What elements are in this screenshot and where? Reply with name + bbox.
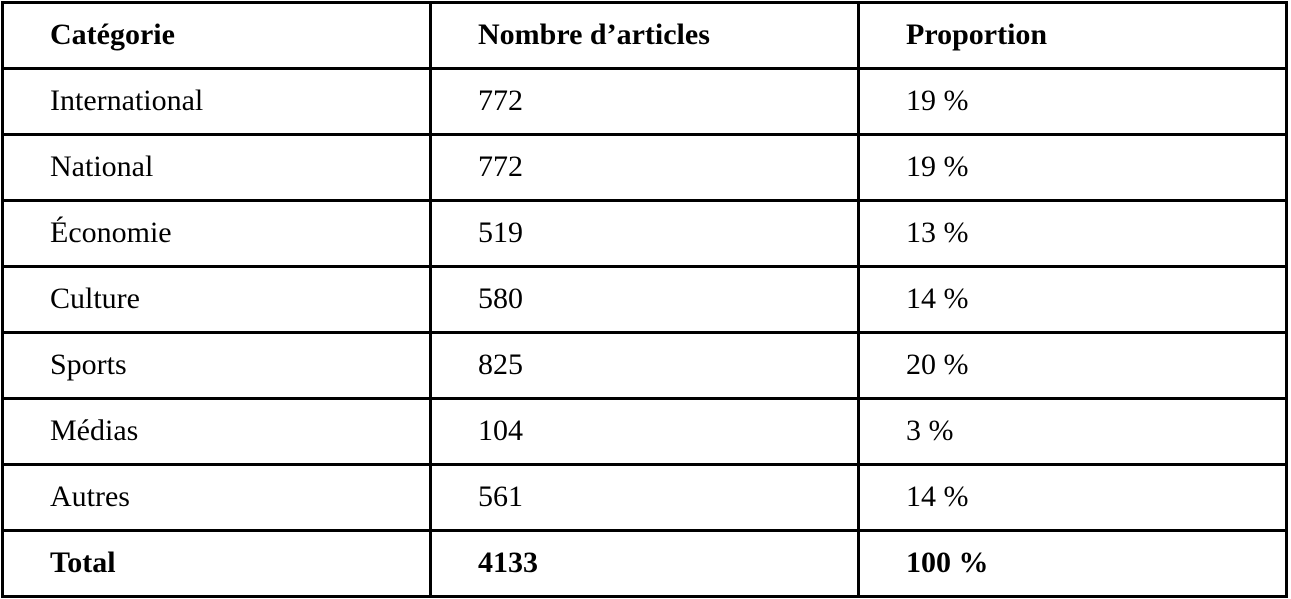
table-cell: 772 (432, 70, 860, 136)
table-cell: 14 % (860, 268, 1288, 334)
table-cell: Sports (4, 334, 432, 400)
table-cell: International (4, 70, 432, 136)
table-cell: 104 (432, 400, 860, 466)
table-cell: 13 % (860, 202, 1288, 268)
table-cell: 19 % (860, 70, 1288, 136)
table-cell: 772 (432, 136, 860, 202)
table-cell: Culture (4, 268, 432, 334)
table-cell: 19 % (860, 136, 1288, 202)
table-cell: Économie (4, 202, 432, 268)
table-cell: National (4, 136, 432, 202)
table-cell: 580 (432, 268, 860, 334)
table-cell: 561 (432, 466, 860, 532)
header-cell: Nombre d’articles (432, 4, 860, 70)
header-cell: Catégorie (4, 4, 432, 70)
table-cell: 825 (432, 334, 860, 400)
table-cell: 14 % (860, 466, 1288, 532)
table-cell: 20 % (860, 334, 1288, 400)
table-cell: Autres (4, 466, 432, 532)
total-cell: 100 % (860, 532, 1288, 598)
total-cell: 4133 (432, 532, 860, 598)
table-cell: 3 % (860, 400, 1288, 466)
header-cell: Proportion (860, 4, 1288, 70)
total-cell: Total (4, 532, 432, 598)
table-cell: 519 (432, 202, 860, 268)
table-cell: Médias (4, 400, 432, 466)
